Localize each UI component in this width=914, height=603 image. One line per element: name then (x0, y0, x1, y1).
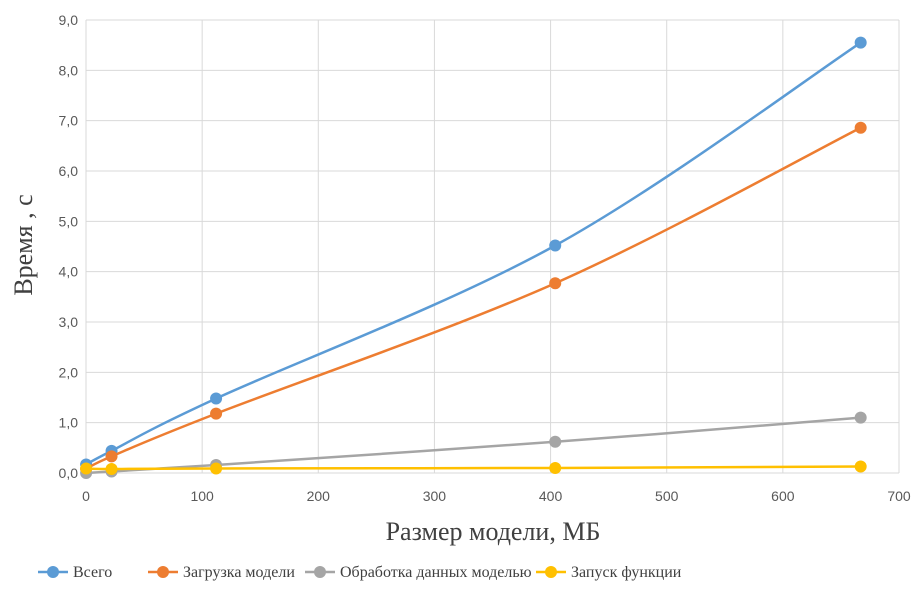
data-point (549, 239, 562, 252)
data-series (80, 36, 867, 479)
y-tick-label: 6,0 (59, 163, 79, 179)
grid-lines (85, 19, 900, 474)
data-point (549, 461, 562, 474)
y-tick-label: 4,0 (59, 264, 79, 280)
y-tick-label: 9,0 (59, 12, 79, 28)
data-point (105, 450, 118, 463)
y-axis-title: Время , с (9, 194, 38, 295)
data-point (105, 462, 118, 475)
y-tick-label: 0,0 (59, 465, 79, 481)
legend-item-3: Запуск функции (536, 564, 682, 581)
x-tick-label: 400 (539, 488, 563, 504)
legend-item-1: Загрузка модели (148, 564, 295, 581)
legend-marker (47, 566, 59, 578)
x-tick-label: 100 (190, 488, 214, 504)
legend-marker (545, 566, 557, 578)
legend-label: Всего (73, 564, 112, 581)
y-tick-label: 3,0 (59, 314, 79, 330)
x-tick-label: 200 (307, 488, 331, 504)
legend-marker (157, 566, 169, 578)
data-point (854, 460, 867, 473)
x-tick-label: 700 (887, 488, 911, 504)
data-point (210, 462, 223, 475)
legend-item-0: Всего (38, 564, 112, 581)
series-3 (80, 460, 867, 475)
y-tick-label: 1,0 (59, 415, 79, 431)
data-point (549, 435, 562, 448)
legend-item-2: Обработка данных моделью (305, 564, 532, 581)
data-point (210, 392, 223, 405)
x-tick-label: 500 (655, 488, 679, 504)
data-point (854, 36, 867, 49)
data-point (210, 407, 223, 420)
x-axis-title: Размер модели, МБ (386, 517, 601, 546)
y-tick-label: 8,0 (59, 62, 79, 78)
x-tick-label: 600 (771, 488, 795, 504)
series-1 (80, 121, 867, 475)
legend-marker (314, 566, 326, 578)
y-tick-label: 5,0 (59, 213, 79, 229)
x-axis-ticks: 0 100 200 300 400 500 600 700 (82, 488, 911, 504)
legend: Всего Загрузка модели Обработка данных мод… (38, 564, 682, 581)
data-point (854, 411, 867, 424)
x-tick-label: 0 (82, 488, 90, 504)
data-point (80, 462, 93, 475)
legend-label: Загрузка модели (183, 564, 295, 581)
x-tick-label: 300 (423, 488, 447, 504)
data-point (549, 277, 562, 290)
legend-label: Обработка данных моделью (340, 564, 532, 581)
y-tick-label: 7,0 (59, 113, 79, 129)
y-tick-label: 2,0 (59, 364, 79, 380)
legend-label: Запуск функции (571, 564, 682, 581)
y-axis-ticks: 0,0 1,0 2,0 3,0 4,0 5,0 6,0 7,0 8,0 9,0 (59, 12, 79, 481)
series-0 (80, 36, 867, 471)
data-point (854, 121, 867, 134)
